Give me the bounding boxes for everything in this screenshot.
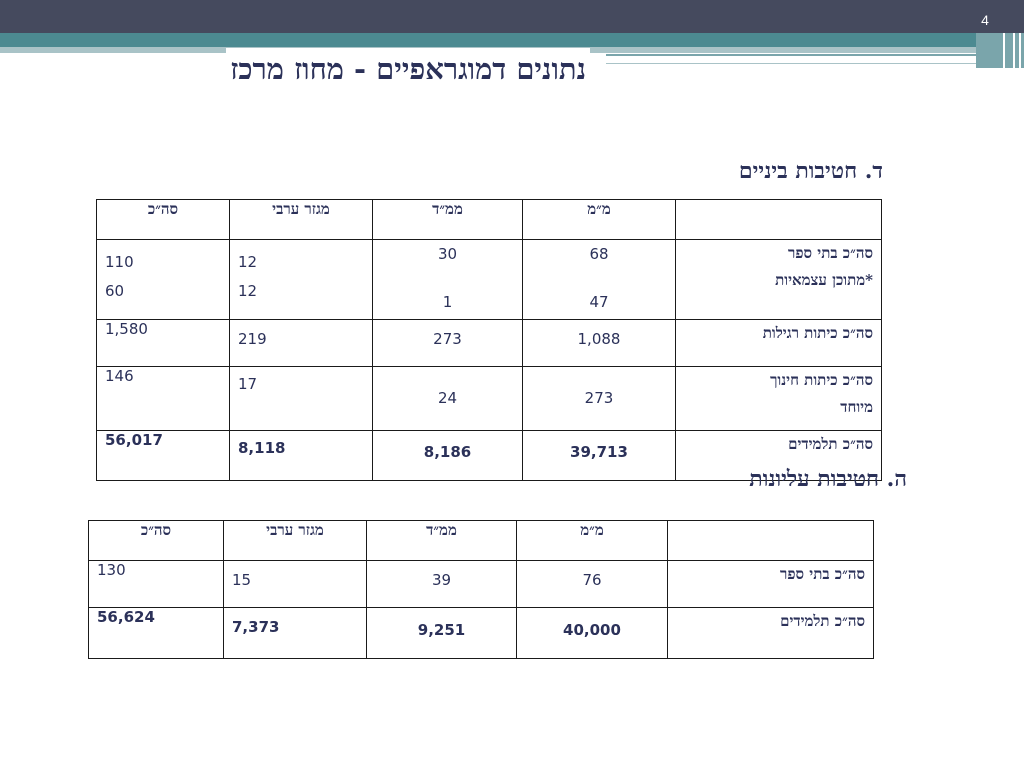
header-corner-block	[976, 33, 1024, 68]
cell-mm: 273	[522, 366, 676, 431]
header-corner-stripe	[1013, 33, 1015, 68]
table-row: סה״כ בתי ספר 76 39 15 130	[88, 560, 874, 608]
header-cell-arab: מגזר ערבי	[223, 520, 367, 561]
header-cell-mmd: ממ״ד	[366, 520, 517, 561]
cell-total: 130	[88, 560, 224, 608]
cell-arab: 7,373	[223, 607, 367, 659]
cell-arab: 219	[229, 319, 373, 367]
cell-arab: 12 12	[229, 239, 373, 320]
table-header-row: מ״מ ממ״ד מגזר ערבי סה״כ	[96, 199, 882, 240]
cell-mmd: 8,186	[372, 430, 523, 481]
cell-total: 56,017	[96, 430, 230, 481]
middle-schools-table: מ״מ ממ״ד מגזר ערבי סה״כ סה״כ בתי ספר *מת…	[96, 199, 882, 481]
cell-mmd: 273	[372, 319, 523, 367]
header-cell-mm: מ״מ	[516, 520, 668, 561]
cell-total: 146	[96, 366, 230, 431]
cell-mm: 76	[516, 560, 668, 608]
section-d-heading: ד. חטיבות ביניים	[738, 158, 883, 184]
header-cell-arab: מגזר ערבי	[229, 199, 373, 240]
cell-mm: 40,000	[516, 607, 668, 659]
table-row: סה״כ תלמידים 39,713 8,186 8,118 56,017	[96, 430, 882, 481]
header-cell-total: סה״כ	[96, 199, 230, 240]
slide-number: 4	[981, 12, 989, 28]
row-label: סה״כ כיתות חינוך מיוחד	[675, 366, 882, 431]
header-cell-mm: מ״מ	[522, 199, 676, 240]
cell-mmd: 39	[366, 560, 517, 608]
header-corner-stripe	[1019, 33, 1021, 68]
header-cell-mmd: ממ״ד	[372, 199, 523, 240]
cell-arab: 15	[223, 560, 367, 608]
header-cell-label	[667, 520, 874, 561]
cell-mmd: 9,251	[366, 607, 517, 659]
header-bar	[0, 0, 1024, 33]
row-label: סה״כ בתי ספר *מתוכן עצמאיות	[675, 239, 882, 320]
cell-arab: 17	[229, 366, 373, 431]
cell-mm: 39,713	[522, 430, 676, 481]
row-label: סה״כ כיתות רגילות	[675, 319, 882, 367]
cell-mm: 68 47	[522, 239, 676, 320]
cell-arab: 8,118	[229, 430, 373, 481]
header-cell-total: סה״כ	[88, 520, 224, 561]
cell-total: 56,624	[88, 607, 224, 659]
table-row: סה״כ כיתות חינוך מיוחד 273 24 17 146	[96, 366, 882, 431]
cell-mmd: 30 1	[372, 239, 523, 320]
cell-mmd: 24	[372, 366, 523, 431]
row-label: סה״כ תלמידים	[667, 607, 874, 659]
section-h-heading: ה. חטיבות עליונות	[749, 466, 907, 492]
header-corner-stripe	[1003, 33, 1005, 68]
header-accent-band	[0, 33, 1024, 47]
cell-total: 110 60	[96, 239, 230, 320]
slide-title: נתונים דמוגראפיים - מחוז מרכז	[226, 48, 590, 90]
high-schools-table: מ״מ ממ״ד מגזר ערבי סה״כ סה״כ בתי ספר 76 …	[88, 520, 874, 659]
row-label: סה״כ תלמידים	[675, 430, 882, 481]
table-header-row: מ״מ ממ״ד מגזר ערבי סה״כ	[88, 520, 874, 561]
header-cell-label	[675, 199, 882, 240]
table-row: סה״כ כיתות רגילות 1,088 273 219 1,580	[96, 319, 882, 367]
cell-mm: 1,088	[522, 319, 676, 367]
cell-total: 1,580	[96, 319, 230, 367]
table-row: סה״כ בתי ספר *מתוכן עצמאיות 68 47 30 1 1…	[96, 239, 882, 320]
header-rule-bottom	[606, 63, 976, 64]
row-label: סה״כ בתי ספר	[667, 560, 874, 608]
header-rule-top	[606, 54, 976, 56]
table-row: סה״כ תלמידים 40,000 9,251 7,373 56,624	[88, 607, 874, 659]
